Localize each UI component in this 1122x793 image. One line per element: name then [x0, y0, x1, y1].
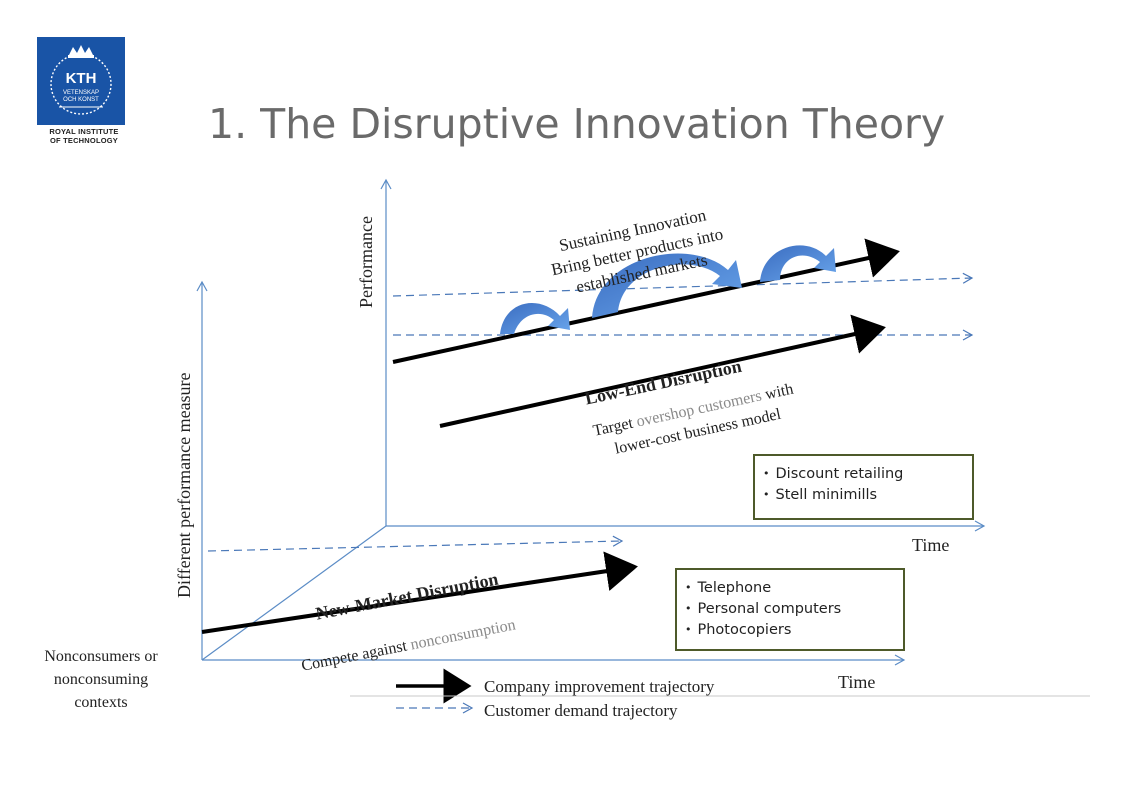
- sustaining-curved-arrow-3: [760, 245, 836, 282]
- upper-time-label: Time: [912, 535, 950, 555]
- crown-emblem-icon: KTH VETENSKAP OCH KONST: [50, 45, 112, 115]
- sustaining-trajectory: [392, 238, 900, 364]
- kth-logo: KTH VETENSKAP OCH KONST: [37, 37, 125, 125]
- low-end-desc-part2: with: [759, 380, 795, 405]
- low-end-trajectory: [439, 314, 886, 428]
- nonconsumers-line2: nonconsuming: [53, 671, 149, 688]
- low-end-example: • Stell minimills: [763, 487, 878, 503]
- logo-subtitle-1: VETENSKAP: [63, 90, 99, 96]
- sustaining-curved-arrow-1: [500, 303, 570, 334]
- performance-label: Performance: [356, 216, 376, 308]
- nonconsumers-line1: Nonconsumers or: [44, 648, 158, 665]
- logo-text: KTH: [66, 70, 97, 87]
- new-market-example: • Telephone: [685, 580, 772, 596]
- new-market-example: • Personal computers: [685, 601, 842, 617]
- logo-subtitle-2: OCH KONST: [63, 97, 99, 103]
- slide-title: 1. The Disruptive Innovation Theory: [208, 100, 946, 148]
- low-end-example: • Discount retailing: [763, 466, 904, 482]
- sustaining-curved-arrow-2: [592, 253, 742, 318]
- lower-time-label: Time: [838, 672, 876, 692]
- new-market-example: • Photocopiers: [685, 622, 792, 638]
- different-measure-label: Different performance measure: [174, 372, 194, 598]
- logo-caption-line2: OF TECHNOLOGY: [49, 136, 119, 145]
- legend-customer-label: Customer demand trajectory: [484, 701, 678, 720]
- customer-demand-new-market: [207, 535, 624, 552]
- legend-company-label: Company improvement trajectory: [484, 677, 715, 696]
- customer-demand-high: [392, 272, 974, 297]
- nonconsumers-label: Nonconsumers or nonconsuming contexts: [16, 645, 186, 714]
- nonconsumers-line3: contexts: [74, 694, 128, 711]
- logo-caption: ROYAL INSTITUTE OF TECHNOLOGY: [34, 127, 134, 145]
- low-end-examples-box: • Discount retailing • Stell minimills: [753, 454, 974, 520]
- new-market-examples-box: • Telephone • Personal computers • Photocop…: [675, 568, 905, 651]
- new-market-trajectory: [201, 551, 638, 634]
- depth-axis: [201, 525, 387, 661]
- logo-caption-line1: ROYAL INSTITUTE: [49, 127, 119, 136]
